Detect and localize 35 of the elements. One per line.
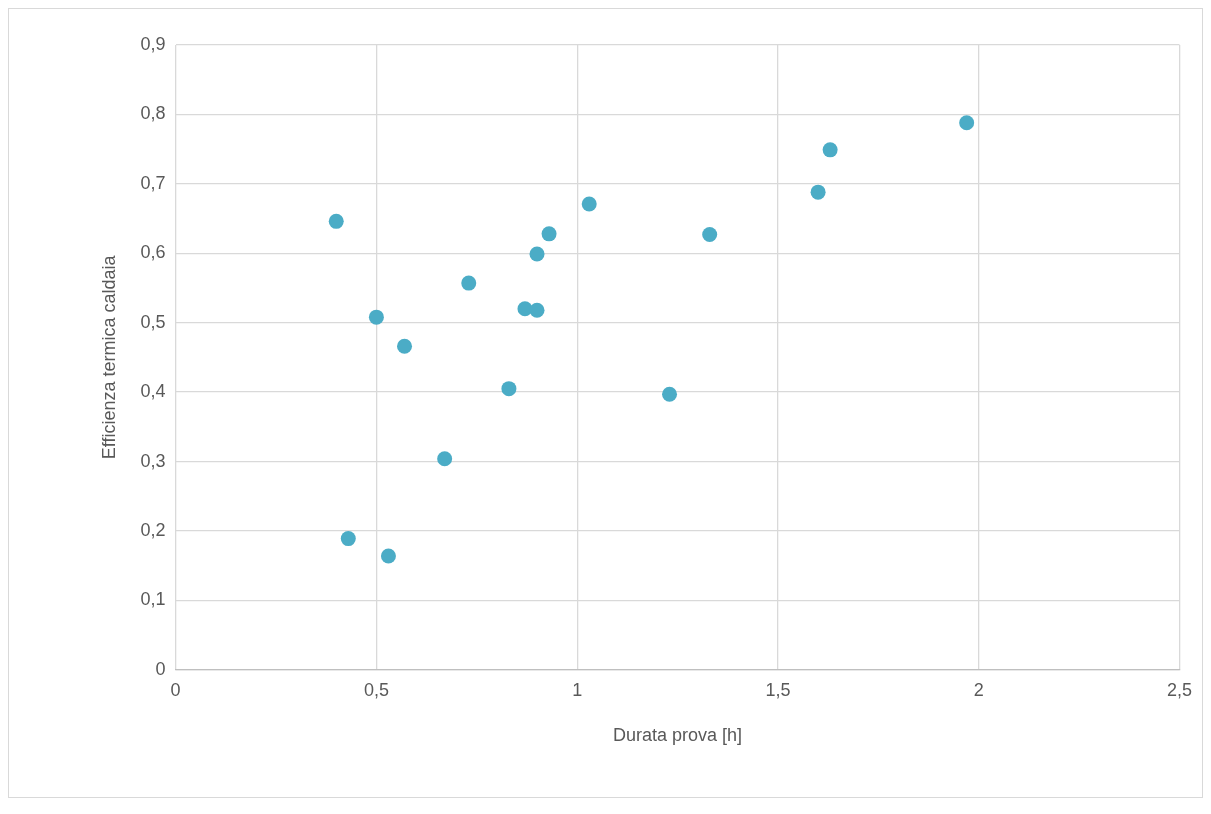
x-tick-label: 0,5 (363, 679, 389, 700)
y-tick-label: 0 (155, 658, 166, 679)
point (581, 196, 597, 212)
y-tick-label: 0,4 (140, 381, 166, 402)
point (340, 531, 356, 547)
y-tick-label: 0,2 (140, 519, 166, 540)
x-axis-title: Durata prova [h] (613, 725, 743, 746)
y-tick-label: 0,5 (140, 311, 166, 332)
y-tick-label: 0,3 (140, 450, 166, 471)
y-tick-label: 0,9 (140, 33, 166, 54)
point (959, 115, 975, 131)
point (541, 226, 557, 242)
point (328, 213, 344, 229)
point (529, 246, 545, 262)
x-tick-label: 0 (170, 679, 181, 700)
point (529, 302, 545, 318)
point (380, 548, 396, 564)
y-tick-label: 0,6 (140, 242, 166, 263)
x-tick-label: 1 (572, 679, 583, 700)
point (461, 275, 477, 291)
y-axis-title: Efficienza termica caldaia (98, 254, 119, 460)
point (702, 227, 718, 243)
point (810, 184, 826, 200)
point (662, 386, 678, 402)
y-tick-label: 0,8 (140, 103, 166, 124)
y-tick-label: 0,1 (140, 589, 166, 610)
point (368, 309, 384, 325)
x-tick-label: 2,5 (1166, 679, 1192, 700)
point (437, 451, 453, 467)
y-tick-label: 0,7 (140, 172, 166, 193)
point (501, 381, 517, 397)
point (397, 338, 412, 354)
x-tick-label: 1,5 (765, 679, 791, 700)
x-tick-label: 2 (973, 679, 984, 700)
point (822, 142, 838, 158)
